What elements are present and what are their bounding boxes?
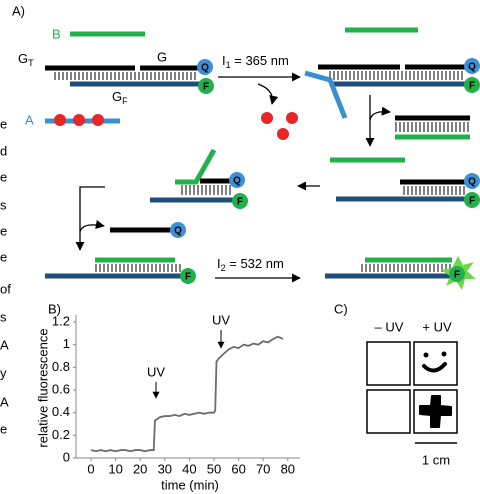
label-sub: 1 xyxy=(226,60,231,70)
label-main: G xyxy=(112,89,122,104)
fluorophore xyxy=(464,192,480,208)
sample-frames xyxy=(366,341,458,434)
margin-fragment: e xyxy=(0,116,7,131)
y-axis-label: relative fluorescence xyxy=(35,328,50,447)
panel-c: C) – UV + UV 1 cm xyxy=(334,301,458,467)
margin-fragment: e xyxy=(0,223,7,238)
quencher xyxy=(464,173,480,189)
panel-label: B) xyxy=(48,301,61,316)
column-label: + UV xyxy=(422,319,452,334)
margin-fragment: d xyxy=(0,143,7,158)
x-tick-label: 20 xyxy=(133,461,147,476)
dye-letter: Q xyxy=(468,62,476,73)
dye-letter: F xyxy=(203,82,209,93)
y-tick-label: 1.2 xyxy=(52,313,70,328)
panel-a: A) B GT G GF A I1 = 365 nm I2 = 532 nm Q… xyxy=(12,3,480,290)
dye-letter: Q xyxy=(201,63,209,74)
quencher xyxy=(170,222,186,238)
margin-fragment: y xyxy=(0,365,7,380)
margin-fragment: of xyxy=(0,281,11,296)
scale-label: 1 cm xyxy=(422,452,450,467)
cage-group xyxy=(261,112,273,124)
panel-b: B) relative fluorescence time (min) UV U… xyxy=(35,301,300,492)
cage-group xyxy=(286,112,298,124)
margin-fragment: e xyxy=(0,169,7,184)
cage-group xyxy=(92,114,104,126)
step-label: I2 = 532 nm xyxy=(217,256,284,273)
data-line xyxy=(90,335,284,453)
margin-fragment: s xyxy=(0,197,7,212)
margin-fragment: A xyxy=(0,394,9,409)
x-tick-label: 60 xyxy=(231,461,245,476)
fluorophore xyxy=(464,77,480,93)
dye-letter: F xyxy=(185,272,191,283)
dye-letter: Q xyxy=(468,177,476,188)
smiley xyxy=(422,351,447,373)
y-tick-label: 0.6 xyxy=(52,381,70,396)
dye-letter: F xyxy=(469,81,475,92)
strand-label: GT xyxy=(18,51,34,68)
y-tick-label: 0.8 xyxy=(52,359,70,374)
label-main: I xyxy=(217,256,221,271)
y-tick-label: 0 xyxy=(63,449,70,464)
panel-label: C) xyxy=(334,301,348,316)
label-sub: 2 xyxy=(221,263,226,273)
quencher xyxy=(197,59,213,75)
margin-fragment: e xyxy=(0,249,7,264)
x-axis-label: time (min) xyxy=(161,477,219,492)
x-tick-label: 0 xyxy=(87,461,94,476)
fluorophore xyxy=(232,193,248,209)
panel-label: A) xyxy=(12,3,25,18)
annotation: UV xyxy=(147,364,165,379)
step-label: I1 = 365 nm xyxy=(222,53,289,70)
column-label: – UV xyxy=(375,319,404,334)
dye-letter: Q xyxy=(174,226,182,237)
annotation: UV xyxy=(212,312,230,327)
x-tick-label: 10 xyxy=(108,461,122,476)
dye-letter: F xyxy=(469,196,475,207)
margin-fragment: e xyxy=(0,421,7,436)
x-tick-label: 50 xyxy=(207,461,221,476)
y-tick-label: 1 xyxy=(63,336,70,351)
margin-fragment: A xyxy=(0,337,9,352)
quencher xyxy=(229,172,245,188)
label-rest: = 365 nm xyxy=(231,53,289,68)
x-tick-label: 30 xyxy=(158,461,172,476)
strand-label: A xyxy=(25,112,34,127)
y-tick-label: 0.4 xyxy=(52,404,70,419)
strand-label: GF xyxy=(112,89,128,106)
strand-label: B xyxy=(52,26,61,41)
arrows xyxy=(75,72,391,283)
label-rest: = 532 nm xyxy=(226,256,284,271)
y-tick-label: 0.2 xyxy=(52,427,70,442)
x-tick-label: 80 xyxy=(281,461,295,476)
x-tick-label: 40 xyxy=(182,461,196,476)
dye-letter: F xyxy=(237,197,243,208)
fluorophore xyxy=(449,266,465,282)
strand xyxy=(175,148,217,185)
strand xyxy=(304,70,348,119)
label-sub: F xyxy=(122,96,128,106)
cage-group xyxy=(54,114,66,126)
dye-letter: F xyxy=(454,270,460,281)
x-tick-label: 70 xyxy=(256,461,270,476)
margin-fragment: s xyxy=(0,309,7,324)
cross xyxy=(419,395,452,428)
label-main: G xyxy=(18,51,28,66)
fluorophore xyxy=(198,78,214,94)
strand-label: G xyxy=(157,49,167,64)
label-sub: T xyxy=(28,58,34,68)
label-main: I xyxy=(222,53,226,68)
dye-letter: Q xyxy=(233,176,241,187)
quencher xyxy=(464,58,480,74)
cage-group xyxy=(277,128,289,140)
cage-group xyxy=(73,114,85,126)
fluorophore xyxy=(180,268,196,284)
strands xyxy=(45,27,470,279)
